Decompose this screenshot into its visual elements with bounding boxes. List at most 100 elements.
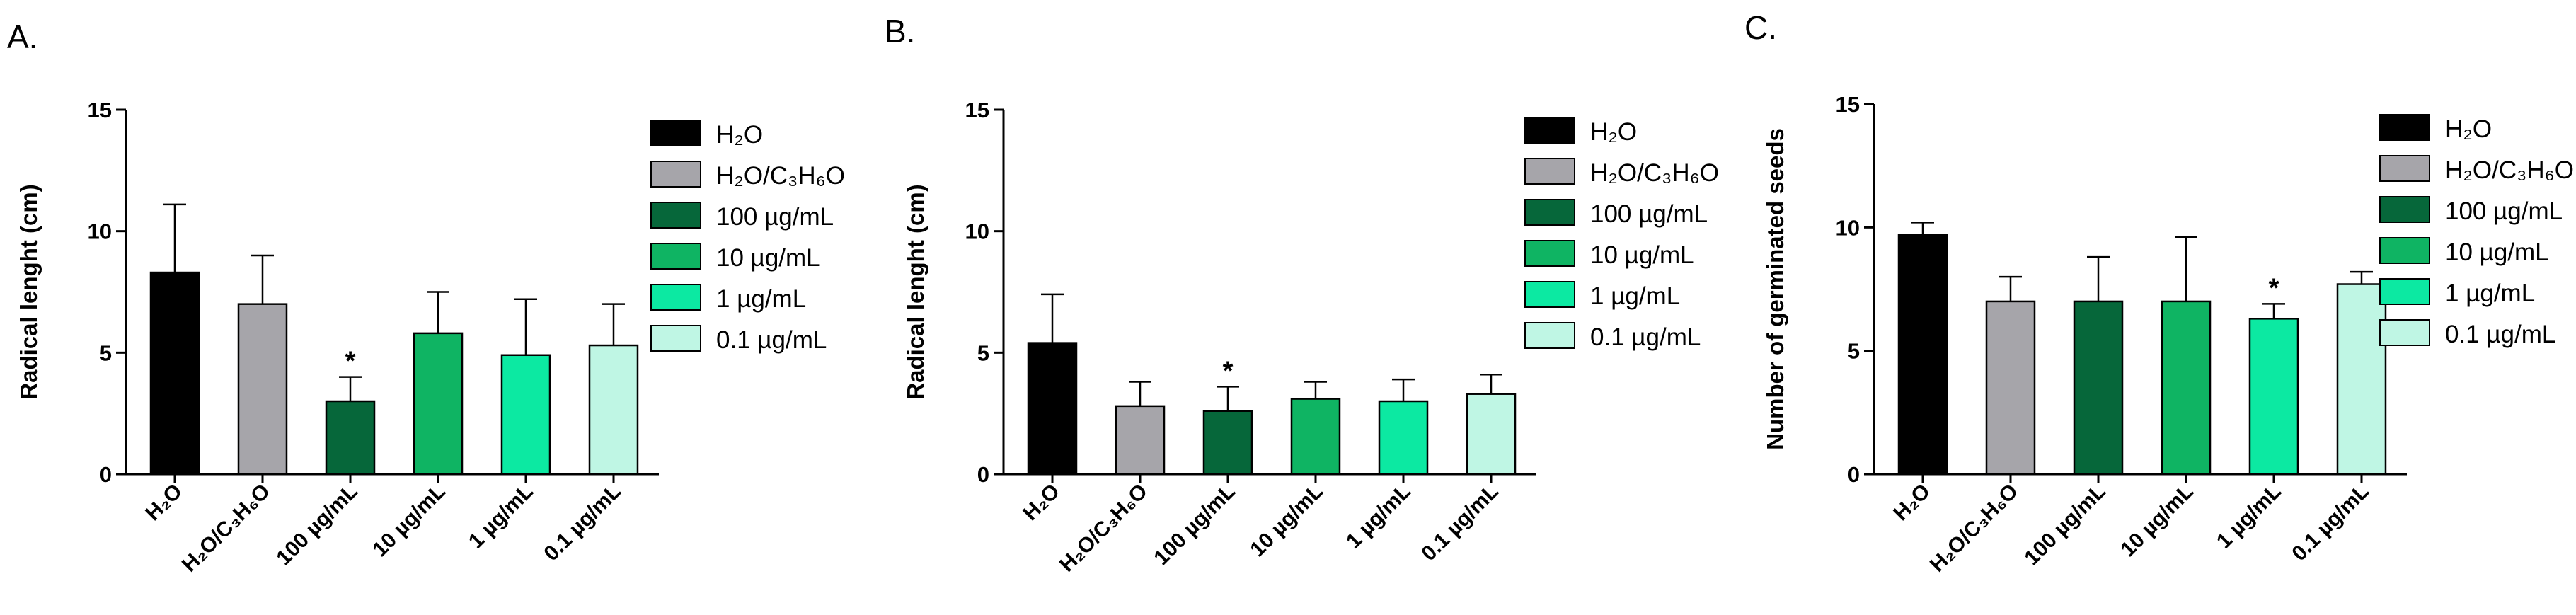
- legend-swatch: [1524, 240, 1575, 267]
- legend-swatch: [2379, 114, 2430, 141]
- x-category-label: 100 µg/mL: [2020, 480, 2110, 570]
- legend: H₂O H₂O/C₃H₆O 100 µg/mL 10 µg/mL 1 µg/mL 0.1 …: [650, 120, 845, 354]
- y-axis-title: Number of germinated seeds: [1762, 128, 1788, 450]
- bar-5: [1466, 393, 1517, 476]
- legend-label: H₂O/C₃H₆O: [2445, 156, 2574, 184]
- legend-swatch: [650, 161, 701, 188]
- y-tick-label: 0: [977, 462, 989, 487]
- x-category-label: H₂O/C₃H₆O: [178, 480, 275, 577]
- legend-swatch: [2379, 155, 2430, 182]
- legend-swatch: [2379, 196, 2430, 223]
- legend-swatch: [650, 202, 701, 229]
- legend: H₂O H₂O/C₃H₆O 100 µg/mL 10 µg/mL 1 µg/mL 0.1 …: [2379, 114, 2574, 348]
- legend-label: 10 µg/mL: [716, 244, 820, 272]
- bar-1: [1115, 405, 1166, 476]
- legend-label: H₂O/C₃H₆O: [1590, 159, 1719, 187]
- legend-swatch: [650, 243, 701, 270]
- y-tick-label: 5: [977, 340, 989, 365]
- legend-swatch: [2379, 278, 2430, 305]
- legend-swatch: [1524, 199, 1575, 226]
- bar-3: [1290, 398, 1341, 476]
- panel-label: B.: [885, 13, 915, 50]
- bar-5: [588, 344, 639, 476]
- x-category-label: 1 µg/mL: [2212, 480, 2286, 553]
- bar-3: [413, 332, 464, 476]
- significance-star: *: [1223, 356, 1234, 386]
- bar-3: [2161, 300, 2212, 476]
- legend-label: 1 µg/mL: [2445, 280, 2535, 307]
- legend-label: 0.1 µg/mL: [2445, 321, 2555, 348]
- legend-label: 10 µg/mL: [1590, 241, 1694, 269]
- bar-0: [149, 271, 200, 476]
- x-category-label: 1 µg/mL: [1342, 480, 1415, 553]
- legend-swatch: [1524, 281, 1575, 308]
- bar-4: [2248, 318, 2299, 476]
- legend-swatch: [1524, 117, 1575, 144]
- bar-2: [325, 400, 376, 476]
- legend-swatch: [1524, 158, 1575, 185]
- bar-1: [237, 303, 288, 476]
- y-tick-label: 15: [88, 98, 112, 122]
- y-tick-label: 15: [1836, 92, 1860, 117]
- y-axis-title: Radical lenght (cm): [902, 184, 928, 399]
- bar-0: [1027, 342, 1078, 476]
- significance-star: *: [2269, 273, 2279, 303]
- bar-4: [500, 354, 551, 476]
- legend-swatch: [650, 120, 701, 146]
- x-category-label: 100 µg/mL: [1149, 480, 1240, 570]
- legend-label: 0.1 µg/mL: [716, 326, 827, 354]
- x-category-label: 0.1 µg/mL: [1417, 480, 1503, 566]
- x-category-label: H₂O/C₃H₆O: [1055, 480, 1152, 577]
- y-tick-label: 5: [100, 340, 112, 365]
- legend-label: 100 µg/mL: [2445, 197, 2563, 225]
- x-category-label: 0.1 µg/mL: [2287, 480, 2374, 566]
- legend-label: 0.1 µg/mL: [1590, 323, 1701, 351]
- bar-2: [1202, 410, 1253, 476]
- y-tick-label: 0: [100, 462, 112, 487]
- x-category-label: H₂O/C₃H₆O: [1926, 480, 2023, 577]
- x-category-label: 1 µg/mL: [464, 480, 538, 553]
- y-tick-label: 0: [1848, 462, 1860, 487]
- y-tick-label: 5: [1848, 339, 1860, 364]
- x-category-label: 10 µg/mL: [1246, 480, 1328, 562]
- x-category-label: H₂O: [1018, 480, 1064, 526]
- legend-swatch: [2379, 237, 2430, 264]
- y-tick-label: 15: [965, 98, 989, 122]
- x-category-label: 10 µg/mL: [368, 480, 450, 562]
- legend-label: H₂O/C₃H₆O: [716, 162, 845, 190]
- y-tick-label: 10: [1836, 215, 1860, 240]
- significance-star: *: [345, 347, 356, 377]
- x-category-label: 0.1 µg/mL: [539, 480, 626, 566]
- bar-2: [2073, 300, 2124, 476]
- legend: H₂O H₂O/C₃H₆O 100 µg/mL 10 µg/mL 1 µg/mL 0.1 …: [1524, 117, 1719, 351]
- y-tick-label: 10: [88, 219, 112, 244]
- legend-swatch: [2379, 319, 2430, 346]
- legend-label: H₂O: [716, 121, 763, 149]
- bar-4: [1378, 400, 1429, 476]
- legend-label: H₂O: [1590, 118, 1637, 146]
- x-category-label: 100 µg/mL: [272, 480, 362, 570]
- legend-label: 10 µg/mL: [2445, 238, 2549, 266]
- bar-0: [1897, 234, 1948, 476]
- y-tick-label: 10: [965, 219, 989, 244]
- legend-swatch: [650, 284, 701, 311]
- legend-swatch: [650, 325, 701, 352]
- legend-label: 1 µg/mL: [716, 285, 806, 313]
- legend-label: 100 µg/mL: [716, 203, 834, 231]
- bar-1: [1985, 300, 2036, 476]
- y-axis-title: Radical lenght (cm): [16, 184, 42, 399]
- bar-5: [2336, 283, 2387, 476]
- panel-label: A.: [7, 18, 38, 55]
- legend-label: 100 µg/mL: [1590, 200, 1708, 228]
- x-category-label: H₂O: [1889, 480, 1935, 526]
- legend-label: H₂O: [2445, 115, 2492, 143]
- x-category-label: H₂O: [141, 480, 187, 526]
- legend-swatch: [1524, 322, 1575, 349]
- legend-label: 1 µg/mL: [1590, 282, 1680, 310]
- x-category-label: 10 µg/mL: [2116, 480, 2198, 562]
- panel-label: C.: [1744, 9, 1777, 46]
